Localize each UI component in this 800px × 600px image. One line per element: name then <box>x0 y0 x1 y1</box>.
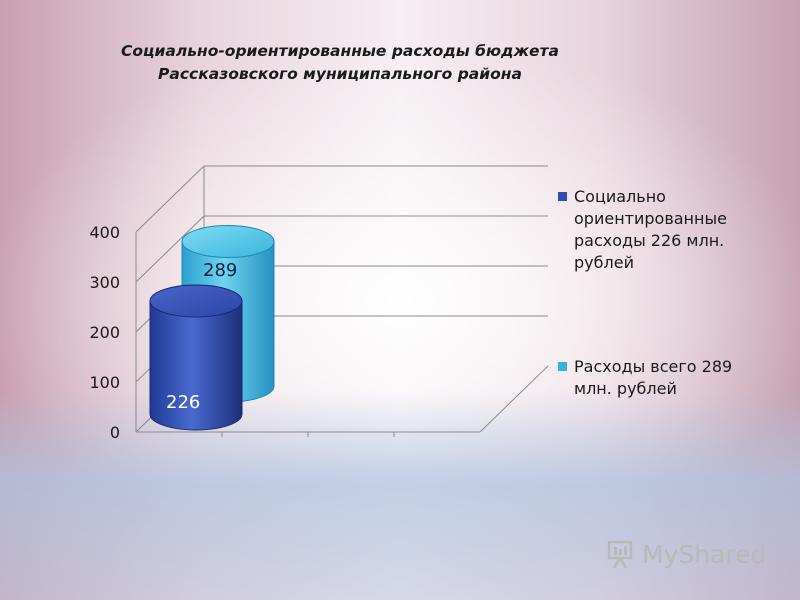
y-tick-label: 0 <box>110 423 120 442</box>
y-tick-label: 100 <box>89 373 120 392</box>
gridline-side <box>135 165 205 233</box>
bar-value-label: 226 <box>166 392 200 413</box>
y-tick-label: 200 <box>89 323 120 342</box>
legend-label-1: Социально ориентированные расходы 226 мл… <box>574 187 727 272</box>
watermark-text: MyShared <box>642 539 767 569</box>
bar-social: 226 <box>149 284 243 431</box>
bar-body <box>149 300 243 431</box>
chart-title: Социально-ориентированные расходы бюджет… <box>60 40 620 86</box>
legend-item-1: Социально ориентированные расходы 226 мл… <box>556 186 766 274</box>
bars: 289 226 <box>149 225 275 431</box>
presentation-board-icon <box>607 540 633 569</box>
chart-frame <box>135 166 549 437</box>
bar-top <box>149 284 243 318</box>
y-axis: 0 100 200 300 400 <box>89 223 120 442</box>
y-tick-label: 400 <box>89 223 120 242</box>
legend-swatch-2 <box>558 362 567 371</box>
legend-label-2: Расходы всего 289 млн. рублей <box>574 357 733 398</box>
watermark-logo: MyShared <box>606 536 766 572</box>
chart-title-line-1: Социально-ориентированные расходы бюджет… <box>121 42 559 60</box>
bar-top <box>181 225 275 258</box>
legend-swatch-1 <box>558 192 567 201</box>
y-tick-label: 300 <box>89 273 120 292</box>
gridline-side <box>135 215 205 283</box>
floor-right <box>479 365 549 433</box>
legend: Социально ориентированные расходы 226 мл… <box>556 186 766 400</box>
bar-value-label: 289 <box>203 260 237 281</box>
legend-item-2: Расходы всего 289 млн. рублей <box>556 356 766 400</box>
chart-title-line-2: Рассказовского муниципального района <box>158 65 522 83</box>
background-band <box>0 390 800 600</box>
